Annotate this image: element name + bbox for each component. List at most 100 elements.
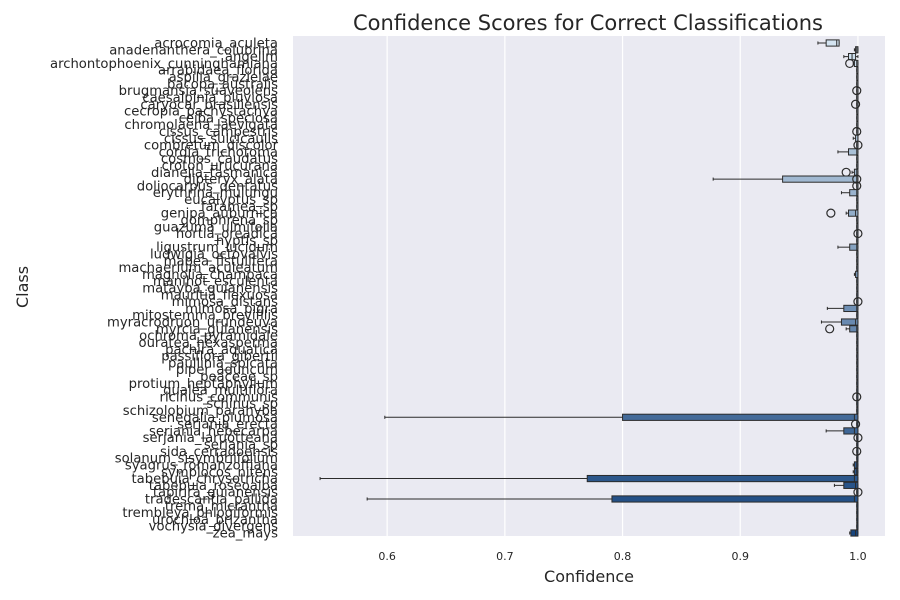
y-tick-label: cordia_trichotoma xyxy=(159,145,278,160)
box-manihot_esculenta xyxy=(856,277,859,285)
box-caesalpinia_pluviosa xyxy=(856,93,859,102)
y-tick-label: tapirira_guianensis xyxy=(153,486,278,501)
y-tick-label: ludwigia_octovalvis xyxy=(150,247,278,262)
x-tick-label: 0.9 xyxy=(731,550,749,563)
y-tick-label: ouratea_hexasperma xyxy=(139,336,279,351)
box-paullinia_spicata xyxy=(856,359,859,367)
y-tick-label: archontophoenix_cunninghamiana xyxy=(50,57,278,72)
y-tick-label: genipa_auburnica xyxy=(161,207,278,222)
outlier-point xyxy=(845,58,855,69)
y-tick-label: hortia_oreadica xyxy=(176,227,278,242)
y-tick-label: schizolobium_parahyba xyxy=(123,404,278,419)
y-tick-label: mauritia_flexuosa xyxy=(161,288,278,303)
box-series xyxy=(319,39,863,537)
y-axis-category-labels: acrocomia_aculetaanadenanthera_colubrina… xyxy=(50,37,279,542)
box-mitostemma_brevifilis xyxy=(856,311,859,319)
y-tick-label: ochroma_pyramidale xyxy=(139,329,278,344)
box-trema_micrantha xyxy=(856,502,859,510)
box-myracrodruon_urundeuva xyxy=(820,318,859,326)
y-tick-label: paullinia_spicata xyxy=(168,356,278,371)
x-axis-label: Confidence xyxy=(544,567,634,586)
y-tick-label: bacopa_australis xyxy=(167,77,278,92)
y-tick-label: serjania_laruotteana xyxy=(143,431,278,446)
y-tick-label: matayba_guianensis xyxy=(142,282,278,297)
box-tabebuia_chrysotricha xyxy=(319,474,859,483)
box-serjania_laruotteana xyxy=(853,433,863,443)
y-tick-label: urochloa_brizantha xyxy=(152,513,278,528)
box-aspilia_grazielae xyxy=(856,73,859,81)
box-iqr xyxy=(849,325,859,333)
box-iqr xyxy=(853,59,859,68)
box-iqr xyxy=(853,468,859,476)
outlier-point xyxy=(825,324,835,334)
y-tick-label: poaceae_sp xyxy=(200,370,278,385)
y-tick-label: arrabidaea_florida xyxy=(158,64,278,79)
box-faramea_sp xyxy=(856,202,859,210)
y-tick-label: ricinus_communis xyxy=(160,390,279,405)
y-tick-label: syagrus_romanzoffiana xyxy=(125,458,278,473)
y-tick-label: magnolia_champaca xyxy=(142,268,278,283)
x-tick-label: 1.0 xyxy=(849,550,867,563)
box-iqr xyxy=(853,461,859,469)
box-vochysia_divergens xyxy=(856,522,859,530)
y-tick-label: sida_cerradoensis xyxy=(160,445,278,460)
y-tick-label: caryocar_brasiliensis xyxy=(140,98,278,113)
y-tick-label: qualea_multiflora xyxy=(163,384,278,399)
box-mimosa_distans xyxy=(853,297,863,307)
box-symplocos_nitens xyxy=(852,468,859,476)
y-tick-label: guazuma_ulmifolia xyxy=(154,220,278,235)
box-acrocomia_aculeta xyxy=(817,39,840,47)
y-tick-label: myracrodruon_urundeuva xyxy=(107,316,278,331)
box-iqr xyxy=(850,529,859,537)
y-tick-label: cissus_campestris xyxy=(159,125,278,140)
box-archontophoenix_cunninghamiana xyxy=(845,58,859,69)
y-tick-label: gomphrena_sp xyxy=(180,213,278,228)
box-pachira_aquatica xyxy=(856,345,859,353)
box-chromolaena_laevigata xyxy=(856,121,859,129)
box-magnolia_champaca xyxy=(853,270,859,278)
box-iqr xyxy=(586,474,859,483)
y-tick-label: angelim xyxy=(225,50,278,65)
chart-title: Confidence Scores for Correct Classifica… xyxy=(353,11,823,35)
y-tick-label: croton_urucurana xyxy=(162,159,278,174)
box-iqr xyxy=(853,168,859,176)
box-serjania_hebecarpa xyxy=(825,427,859,435)
y-tick-label: schinus_sp xyxy=(206,397,278,412)
y-tick-label: mimosa_pigra xyxy=(185,302,278,317)
box-eucalyptus_sp xyxy=(856,195,859,204)
box-zea_mays xyxy=(849,529,859,537)
box-ligustrum_lucidum xyxy=(837,243,859,251)
box-mabea_fistulifera xyxy=(856,257,859,265)
box-iqr xyxy=(782,175,859,183)
box-senegalia_plumosa xyxy=(384,413,859,421)
y-tick-label: symplocos_nitens xyxy=(161,465,278,480)
box-iqr xyxy=(840,318,859,326)
box-iqr xyxy=(849,243,859,251)
x-tick-label: 0.8 xyxy=(614,550,632,563)
y-tick-label: passiflora_gibertii xyxy=(161,350,278,365)
y-tick-label: eucalyptus_sp xyxy=(184,193,278,208)
x-tick-label: 0.6 xyxy=(378,550,396,563)
box-matayba_guianensis xyxy=(856,284,859,292)
y-axis-label: Class xyxy=(13,266,32,308)
y-tick-label: mitostemma_brevifilis xyxy=(132,309,278,324)
y-tick-label: serjania_hebecarpa xyxy=(149,424,278,439)
y-tick-label: mimosa_distans xyxy=(172,295,278,310)
box-croton_urucurana xyxy=(856,161,859,170)
box-qualea_multiflora xyxy=(856,386,859,394)
box-schizolobium_parahyba xyxy=(856,406,859,415)
box-guazuma_ulmifolia xyxy=(856,223,859,231)
box-iqr xyxy=(848,148,859,156)
y-tick-label: tradescantia_pallida xyxy=(145,492,278,507)
y-tick-label: trembleya_phlogiformis xyxy=(122,506,278,521)
y-tick-label: hyptis_sp xyxy=(216,234,278,249)
y-tick-label: ligustrum_lucidum xyxy=(156,241,278,256)
box-dipteryx_alata xyxy=(712,174,862,184)
outlier-point xyxy=(826,208,836,218)
y-tick-label: protium_heptaphyllum xyxy=(129,377,278,392)
box-cordia_trichotoma xyxy=(837,148,859,156)
y-tick-label: trema_micrantha xyxy=(165,499,278,514)
box-iqr xyxy=(622,413,859,421)
y-tick-label: pachira_aquatica xyxy=(165,343,278,358)
